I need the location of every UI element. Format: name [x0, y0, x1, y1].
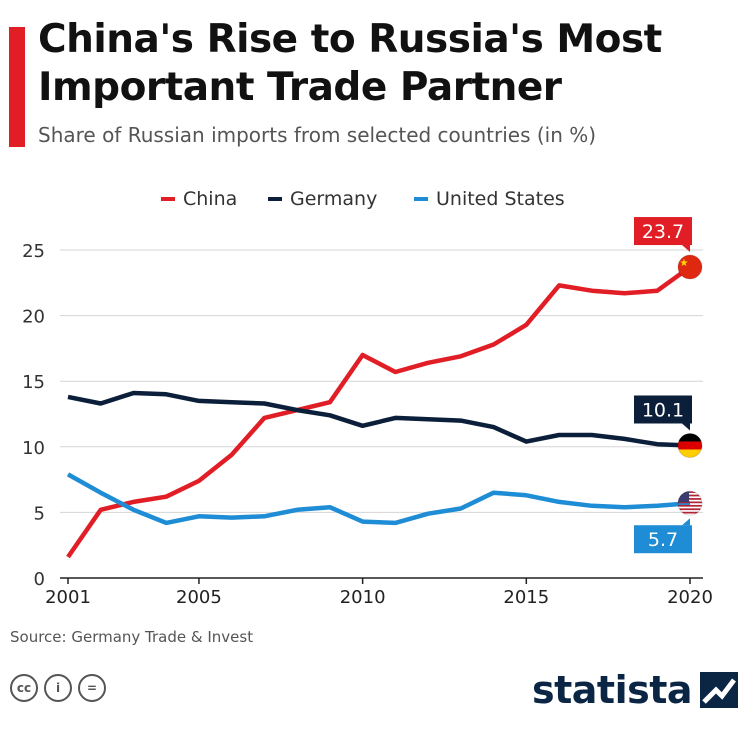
series-lines [66, 265, 692, 559]
legend-label: United States [436, 188, 565, 210]
value-callout-label: 5.7 [648, 529, 678, 551]
y-tick-label: 0 [34, 569, 45, 590]
legend: China Germany United States [161, 188, 565, 210]
source-note: Source: Germany Trade & Invest [10, 628, 254, 646]
y-tick-label: 25 [22, 241, 45, 262]
line-chart: 0 5 10 15 20 25 2001 2005 2010 2015 2020 China Germ… [22, 188, 713, 608]
chart-title: China's Rise to Russia's Most Important … [38, 17, 662, 110]
value-callout-box [634, 217, 692, 246]
series-line-us [66, 472, 691, 526]
axes: 0 5 10 15 20 25 2001 2005 2010 2015 2020 [22, 241, 713, 608]
value-callout-label: 23.7 [642, 221, 684, 243]
end-markers: ★ 23.7 10.1 5.7 [634, 217, 703, 554]
x-tick-label: 2001 [45, 587, 91, 608]
x-tick-label: 2005 [176, 587, 222, 608]
y-tick-label: 15 [22, 372, 45, 393]
statista-logo-icon [700, 672, 739, 708]
flag-star: ★ [680, 258, 689, 269]
value-callout-box [634, 525, 692, 554]
flag-us-icon [677, 490, 703, 516]
legend-label: Germany [290, 188, 377, 210]
x-tick-label: 2020 [667, 587, 713, 608]
brand-logo: statista [532, 668, 739, 712]
x-tick-label: 2010 [340, 587, 386, 608]
license-icons: cc i = [10, 674, 106, 702]
by-icon: i [44, 674, 72, 702]
value-callout-pointer [682, 518, 690, 526]
nd-icon: = [78, 674, 106, 702]
y-tick-label: 10 [22, 438, 45, 459]
grid [60, 249, 703, 513]
value-callout-pointer [682, 245, 690, 253]
flag-china-icon: ★ [677, 254, 703, 280]
value-callout-box [634, 395, 692, 424]
y-tick-label: 20 [22, 307, 45, 328]
series-line-china [66, 265, 692, 559]
cc-icon: cc [10, 674, 38, 702]
value-callout-label: 10.1 [642, 399, 684, 421]
brand-name: statista [532, 668, 693, 712]
y-tick-label: 5 [34, 503, 45, 524]
value-callout-pointer [682, 423, 690, 431]
accent-bar [9, 27, 25, 147]
chart-subtitle: Share of Russian imports from selected c… [38, 123, 597, 147]
legend-label: China [183, 188, 237, 210]
series-line-germany [67, 390, 691, 448]
flag-germany-icon [677, 432, 703, 458]
x-tick-label: 2015 [503, 587, 549, 608]
